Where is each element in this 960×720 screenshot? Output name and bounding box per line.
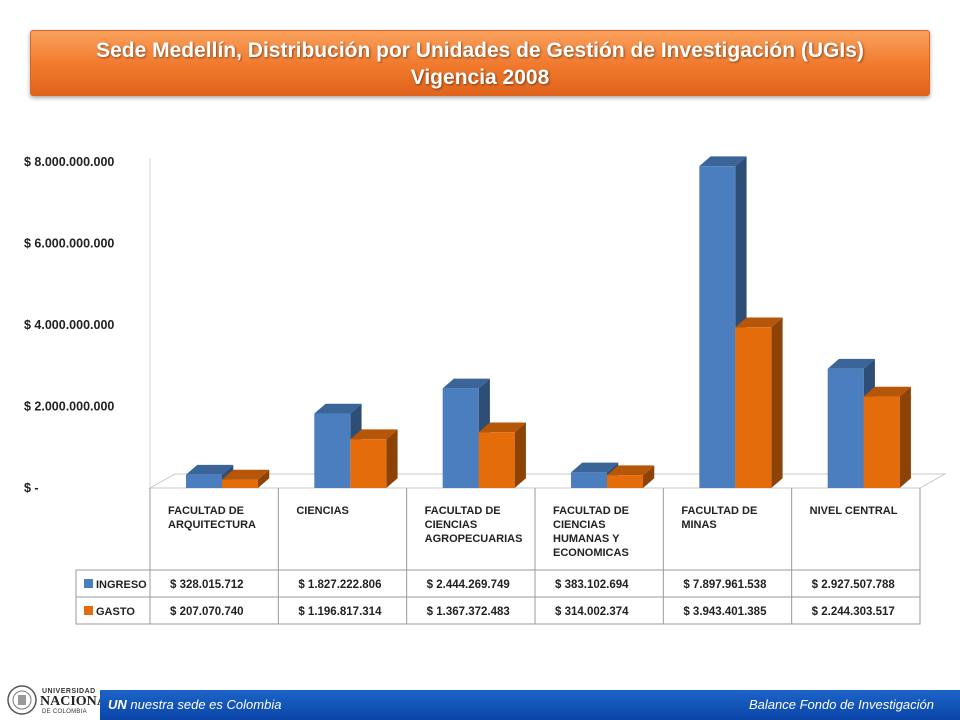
title-banner: Sede Medellín, Distribución por Unidades… — [30, 30, 930, 96]
title-line-2: Vigencia 2008 — [410, 66, 550, 89]
bar-gasto — [350, 429, 398, 488]
logo-line-3: DE COLOMBIA — [42, 709, 87, 715]
chart-svg: $ - $ 2.000.000.000 $ 4.000.000.000 $ 6.000… — [24, 155, 947, 625]
data-label: $ 2.927.507.788 — [812, 579, 896, 591]
legend-label-ingreso: INGRESO — [96, 579, 147, 591]
y-tick-label: $ 6.000.000.000 — [24, 237, 114, 251]
chart: $ - $ 2.000.000.000 $ 4.000.000.000 $ 6.000… — [0, 140, 960, 640]
footer-tagline: UN nuestra sede es Colombia — [108, 697, 281, 712]
bar-ingreso — [699, 156, 747, 488]
footer-tagline-text: nuestra sede es Colombia — [130, 697, 282, 712]
category-label: FACULTAD DE — [681, 505, 757, 517]
category-label: HUMANAS Y — [553, 533, 620, 545]
seal-icon — [7, 685, 37, 715]
category-label: NIVEL CENTRAL — [810, 505, 898, 517]
legend-swatch-gasto — [84, 606, 93, 615]
data-label: $ 2.244.303.517 — [812, 606, 895, 618]
title-line-1: Sede Medellín, Distribución por Unidades… — [96, 39, 864, 62]
category-label: CIENCIAS — [553, 519, 606, 531]
category-label: FACULTAD DE — [425, 505, 501, 517]
y-tick-label: $ - — [24, 481, 39, 495]
bar-gasto — [863, 386, 911, 488]
data-label: $ 2.444.269.749 — [427, 579, 510, 591]
category-label: AGROPECUARIAS — [425, 533, 523, 545]
data-label: $ 1.196.817.314 — [298, 606, 382, 618]
category-label: CIENCIAS — [296, 505, 349, 517]
legend-label-gasto: GASTO — [96, 606, 135, 618]
data-label: $ 7.897.961.538 — [683, 579, 767, 591]
footer-right-text: Balance Fondo de Investigación — [748, 697, 934, 712]
data-label: $ 207.070.740 — [170, 606, 244, 618]
category-label: MINAS — [681, 519, 716, 531]
data-label: $ 3.943.401.385 — [683, 606, 767, 618]
data-label: $ 328.015.712 — [170, 579, 244, 591]
bar-gasto — [607, 465, 655, 488]
category-label: ECONOMICAS — [553, 547, 629, 559]
data-label: $ 314.002.374 — [555, 606, 629, 618]
data-label: $ 1.827.222.806 — [298, 579, 381, 591]
category-label: ARQUITECTURA — [168, 519, 256, 531]
data-label: $ 1.367.372.483 — [427, 606, 510, 618]
y-tick-label: $ 4.000.000.000 — [24, 318, 114, 332]
category-label: FACULTAD DE — [168, 505, 244, 517]
y-tick-label: $ 8.000.000.000 — [24, 155, 114, 169]
footer-brand: UN — [108, 697, 127, 712]
logo-line-1: UNIVERSIDAD — [42, 688, 96, 695]
data-label: $ 383.102.694 — [555, 579, 629, 591]
logo-line-2: NACIONAL — [40, 694, 117, 709]
footer-bar: UN nuestra sede es Colombia Balance Fond… — [100, 690, 960, 720]
category-label: CIENCIAS — [425, 519, 478, 531]
category-label: FACULTAD DE — [553, 505, 629, 517]
y-tick-label: $ 2.000.000.000 — [24, 400, 114, 414]
university-logo: UNIVERSIDAD NACIONAL DE COLOMBIA — [4, 682, 116, 718]
legend-swatch-ingreso — [84, 579, 93, 588]
bar-gasto — [478, 422, 526, 488]
bar-gasto — [222, 469, 270, 488]
bar-gasto — [735, 317, 783, 488]
